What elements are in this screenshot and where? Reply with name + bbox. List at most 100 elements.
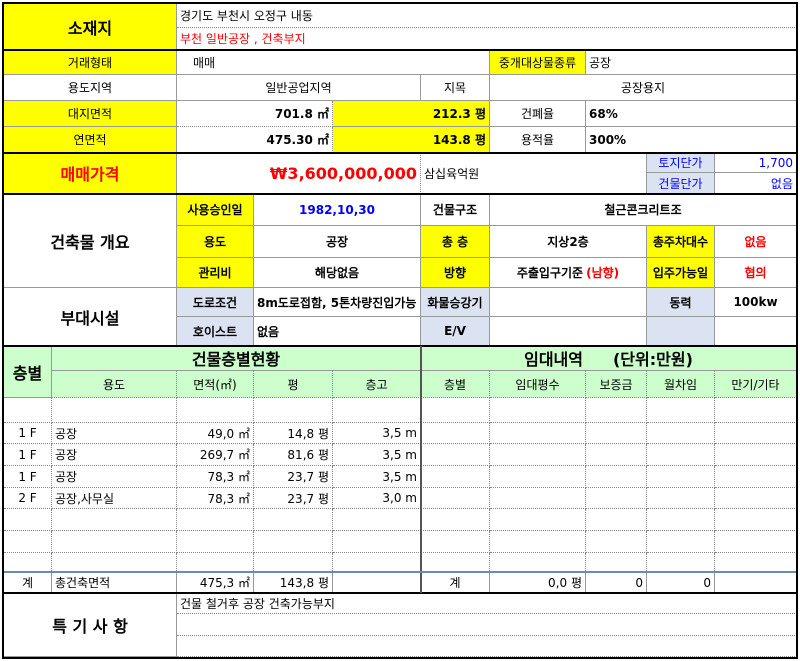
lease-col-header[interactable]: 임대평수	[490, 371, 586, 398]
lease-cell[interactable]	[586, 398, 647, 423]
zoning-value[interactable]: 일반공업지역	[177, 75, 421, 101]
parking-label[interactable]: 총주차대수	[647, 226, 715, 258]
total-floors-value[interactable]: 지상2층	[490, 226, 647, 258]
row-height[interactable]: 3,5 m	[333, 444, 421, 466]
structure-label[interactable]: 건물구조	[421, 194, 490, 226]
row-height[interactable]: 3,5 m	[333, 466, 421, 488]
row-use[interactable]: 공장	[52, 423, 177, 444]
lease-total-floor[interactable]: 계	[421, 573, 490, 593]
row-use[interactable]	[52, 553, 177, 573]
lease-total-deposit[interactable]: 0	[586, 573, 647, 593]
lease-cell[interactable]	[490, 531, 586, 553]
price-value[interactable]: ₩3,600,000,000	[177, 153, 421, 194]
use-value[interactable]: 공장	[254, 226, 421, 258]
lease-cell[interactable]	[586, 553, 647, 573]
lease-cell[interactable]	[421, 466, 490, 488]
row-floor[interactable]	[4, 509, 52, 531]
total-floors-label[interactable]: 총 층	[421, 226, 490, 258]
lease-cell[interactable]	[490, 509, 586, 531]
jimok-label[interactable]: 지목	[421, 75, 490, 101]
far-label[interactable]: 용적율	[490, 127, 586, 153]
approval-date-value[interactable]: 1982,10,30	[254, 194, 421, 226]
row-use[interactable]: 공장,사무실	[52, 488, 177, 509]
row-floor[interactable]: 2 F	[4, 488, 52, 509]
lease-cell[interactable]	[586, 423, 647, 444]
row-sqm[interactable]: 78,3 ㎡	[177, 488, 254, 509]
blank-value[interactable]	[715, 317, 797, 346]
floors-col-header[interactable]: 평	[254, 371, 333, 398]
lease-cell[interactable]	[715, 444, 797, 466]
property-type-value[interactable]: 공장	[586, 50, 797, 75]
floor-area-label[interactable]: 연면적	[4, 127, 177, 153]
address-value[interactable]: 경기도 부천시 오정구 내동	[177, 4, 797, 28]
land-area-sqm[interactable]: 701.8 ㎡	[177, 101, 333, 127]
lease-cell[interactable]	[586, 444, 647, 466]
building-overview-label[interactable]: 건축물 개요	[4, 194, 177, 288]
row-use[interactable]	[52, 509, 177, 531]
lease-cell[interactable]	[490, 466, 586, 488]
lease-cell[interactable]	[490, 553, 586, 573]
floor-area-sqm[interactable]: 475.30 ㎡	[177, 127, 333, 153]
lease-cell[interactable]	[715, 509, 797, 531]
row-sqm[interactable]	[177, 509, 254, 531]
floor-area-pyeong[interactable]: 143.8 평	[333, 127, 490, 153]
floors-col-header[interactable]: 용도	[52, 371, 177, 398]
row-sqm[interactable]	[177, 398, 254, 423]
row-height[interactable]	[333, 398, 421, 423]
row-pyeong[interactable]	[254, 398, 333, 423]
structure-value[interactable]: 철근콘크리트조	[490, 194, 797, 226]
row-floor[interactable]	[4, 531, 52, 553]
lease-cell[interactable]	[715, 398, 797, 423]
management-fee-label[interactable]: 관리비	[177, 258, 254, 288]
floor-header[interactable]: 층별	[4, 346, 52, 398]
property-type-label[interactable]: 중개대상물종류	[490, 50, 586, 75]
lease-cell[interactable]	[490, 488, 586, 509]
total-label[interactable]: 계	[4, 573, 52, 593]
total-pyeong[interactable]: 143,8 평	[254, 573, 333, 593]
lease-cell[interactable]	[421, 553, 490, 573]
move-in-value[interactable]: 협의	[715, 258, 797, 288]
row-pyeong[interactable]	[254, 553, 333, 573]
lease-cell[interactable]	[647, 553, 715, 573]
floors-table-title[interactable]: 건물층별현황	[52, 346, 421, 371]
remarks-line[interactable]	[177, 636, 797, 657]
lease-cell[interactable]	[586, 509, 647, 531]
remarks-label[interactable]: 특 기 사 항	[4, 593, 177, 657]
bcr-value[interactable]: 68%	[586, 101, 797, 127]
lease-cell[interactable]	[586, 488, 647, 509]
location-label[interactable]: 소재지	[4, 4, 177, 50]
deal-type-label[interactable]: 거래형태	[4, 50, 177, 75]
lease-total-rent[interactable]: 0	[647, 573, 715, 593]
row-height[interactable]	[333, 553, 421, 573]
lease-cell[interactable]	[715, 488, 797, 509]
bcr-label[interactable]: 건폐율	[490, 101, 586, 127]
row-height[interactable]	[333, 531, 421, 553]
freight-elevator-value[interactable]	[490, 288, 647, 317]
row-pyeong[interactable]: 23,7 평	[254, 488, 333, 509]
total-height[interactable]	[333, 573, 421, 593]
row-sqm[interactable]: 49,0 ㎡	[177, 423, 254, 444]
building-unit-price-value[interactable]: 없음	[715, 173, 797, 194]
building-unit-price-label[interactable]: 건물단가	[647, 173, 715, 194]
row-pyeong[interactable]	[254, 531, 333, 553]
lease-cell[interactable]	[586, 466, 647, 488]
floors-col-header[interactable]: 층고	[333, 371, 421, 398]
remarks-line[interactable]: 건물 철거후 공장 건축가능부지	[177, 593, 797, 614]
row-sqm[interactable]	[177, 553, 254, 573]
direction-value[interactable]: 주출입구기준 (남향)	[490, 258, 647, 288]
power-label[interactable]: 동력	[647, 288, 715, 317]
lease-cell[interactable]	[647, 466, 715, 488]
deal-type-value[interactable]: 매매	[177, 50, 490, 75]
total-use[interactable]: 총건축면적	[52, 573, 177, 593]
land-unit-price-value[interactable]: 1,700	[715, 153, 797, 173]
far-value[interactable]: 300%	[586, 127, 797, 153]
row-sqm[interactable]: 269,7 ㎡	[177, 444, 254, 466]
ev-value[interactable]	[490, 317, 647, 346]
row-sqm[interactable]: 78,3 ㎡	[177, 466, 254, 488]
lease-cell[interactable]	[715, 423, 797, 444]
hoist-label[interactable]: 호이스트	[177, 317, 254, 346]
lease-cell[interactable]	[421, 423, 490, 444]
remarks-line[interactable]	[177, 614, 797, 636]
row-floor[interactable]	[4, 553, 52, 573]
land-unit-price-label[interactable]: 토지단가	[647, 153, 715, 173]
